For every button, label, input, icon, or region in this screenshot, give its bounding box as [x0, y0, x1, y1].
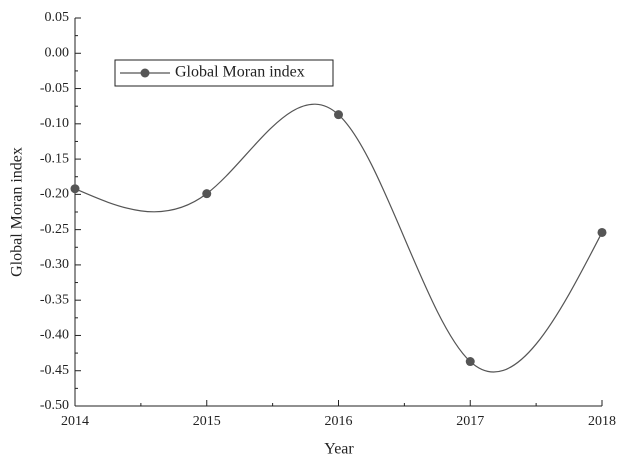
y-tick-label: -0.40	[40, 328, 69, 343]
y-axis-title: Global Moran index	[9, 147, 26, 277]
y-tick-label: -0.30	[40, 257, 69, 272]
data-point	[334, 110, 343, 120]
data-point	[202, 189, 212, 199]
y-tick-label: -0.35	[40, 292, 69, 307]
x-axis-title: Year	[324, 441, 354, 458]
data-point	[465, 357, 475, 367]
y-tick-label: -0.05	[40, 81, 69, 96]
y-tick-label: 0.00	[45, 45, 70, 60]
y-tick-label: -0.10	[40, 116, 69, 131]
x-tick-label: 2015	[193, 414, 221, 429]
data-point	[597, 227, 607, 237]
x-tick-label: 2016	[325, 414, 353, 429]
x-tick-label: 2018	[588, 414, 616, 429]
data-point	[70, 184, 80, 194]
y-tick-label: -0.15	[40, 151, 69, 166]
y-tick-label: 0.05	[45, 10, 70, 25]
legend-label: Global Moran index	[175, 64, 305, 81]
y-tick-label: -0.20	[40, 187, 69, 202]
x-tick-label: 2014	[61, 414, 89, 429]
x-tick-label: 2017	[456, 414, 484, 429]
y-tick-label: -0.25	[40, 222, 69, 237]
y-tick-label: -0.50	[40, 398, 69, 413]
y-tick-label: -0.45	[40, 363, 69, 378]
legend-marker	[140, 68, 150, 78]
series-line	[74, 103, 603, 373]
